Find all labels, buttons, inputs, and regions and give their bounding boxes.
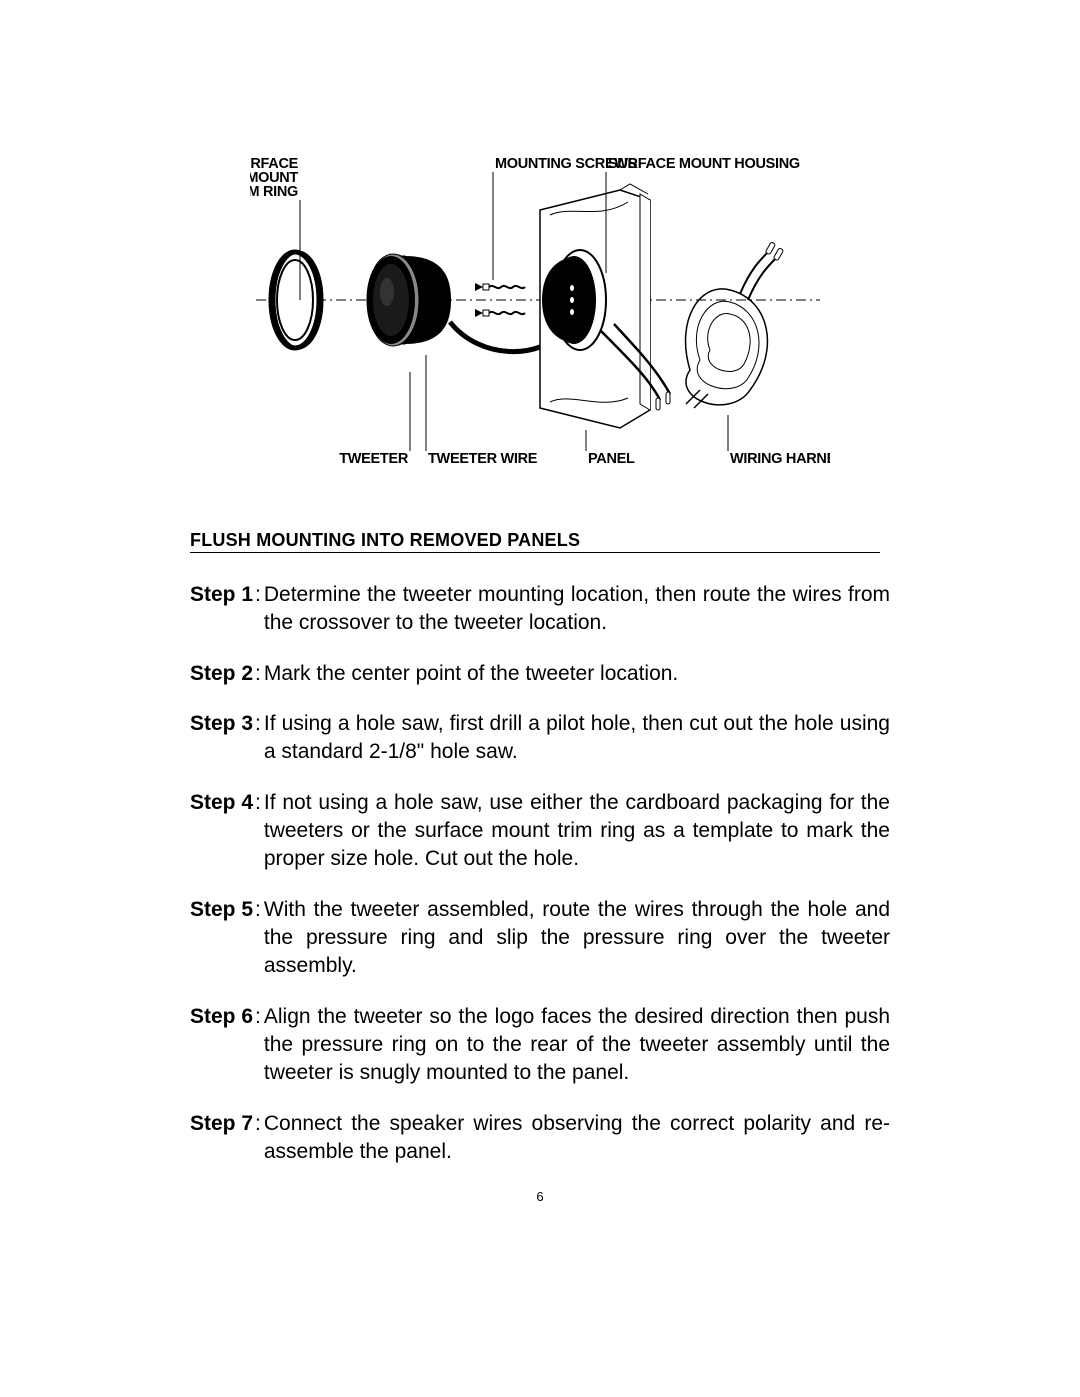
- step-separator: :: [253, 1110, 264, 1167]
- section-title: FLUSH MOUNTING INTO REMOVED PANELS: [190, 530, 880, 553]
- label-housing: SURFACE MOUNT HOUSING: [608, 156, 800, 172]
- label-tweeter: TWEETER: [339, 451, 409, 467]
- section-title-wrap: FLUSH MOUNTING INTO REMOVED PANELS: [190, 530, 890, 551]
- step-label: Step 3: [190, 710, 253, 767]
- step-text: If using a hole saw, first drill a pilot…: [264, 710, 890, 767]
- step-label: Step 2: [190, 660, 253, 688]
- step-text: Align the tweeter so the logo faces the …: [264, 1003, 890, 1088]
- step-separator: :: [253, 710, 264, 767]
- step-label: Step 6: [190, 1003, 253, 1088]
- step-separator: :: [253, 581, 264, 638]
- step-text: Connect the speaker wires observing the …: [264, 1110, 890, 1167]
- trim-ring: [271, 252, 322, 348]
- step-text: Determine the tweeter mounting location,…: [264, 581, 890, 638]
- step-text: With the tweeter assembled, route the wi…: [264, 896, 890, 981]
- step-2: Step 2: Mark the center point of the twe…: [190, 660, 890, 688]
- manual-page: SURFACEMOUNTTRIM RINGMOUNTING SCREWSSURF…: [0, 0, 1080, 1397]
- label-panel: PANEL: [588, 451, 635, 467]
- step-4: Step 4: If not using a hole saw, use eit…: [190, 789, 890, 874]
- step-text: If not using a hole saw, use either the …: [264, 789, 890, 874]
- label-harness: WIRING HARNESS: [730, 451, 830, 467]
- wiring-harness: [686, 242, 784, 408]
- step-6: Step 6: Align the tweeter so the logo fa…: [190, 1003, 890, 1088]
- step-text: Mark the center point of the tweeter loc…: [264, 660, 890, 688]
- step-1: Step 1: Determine the tweeter mounting l…: [190, 581, 890, 638]
- step-separator: :: [253, 896, 264, 981]
- step-label: Step 4: [190, 789, 253, 874]
- step-label: Step 7: [190, 1110, 253, 1167]
- tweeter: [367, 254, 451, 346]
- step-7: Step 7: Connect the speaker wires observ…: [190, 1110, 890, 1167]
- exploded-diagram: SURFACEMOUNTTRIM RINGMOUNTING SCREWSSURF…: [250, 150, 830, 490]
- step-separator: :: [253, 660, 264, 688]
- step-label: Step 5: [190, 896, 253, 981]
- steps-list: Step 1: Determine the tweeter mounting l…: [190, 581, 890, 1167]
- step-3: Step 3: If using a hole saw, first drill…: [190, 710, 890, 767]
- step-separator: :: [253, 789, 264, 874]
- step-5: Step 5: With the tweeter assembled, rout…: [190, 896, 890, 981]
- label-tweeter_wire: TWEETER WIRE: [428, 451, 538, 467]
- step-label: Step 1: [190, 581, 253, 638]
- step-separator: :: [253, 1003, 264, 1088]
- label-trim_ring: SURFACEMOUNTTRIM RING: [250, 156, 299, 200]
- page-number: 6: [190, 1189, 890, 1204]
